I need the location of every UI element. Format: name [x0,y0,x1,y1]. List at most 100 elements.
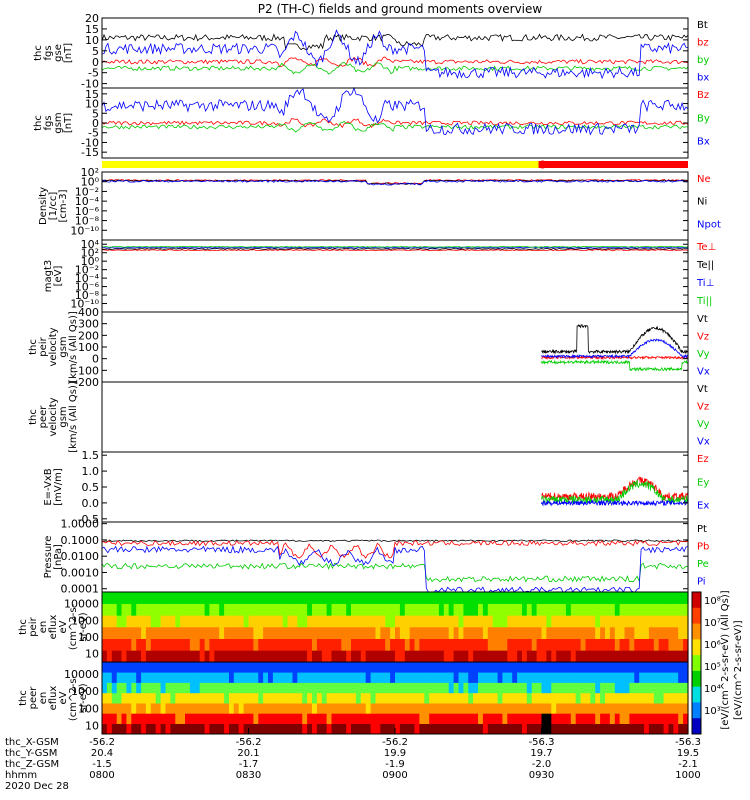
spec-cell [561,627,567,639]
spec-cell [375,682,381,694]
spec-cell [219,592,225,604]
spec-cell [653,713,660,724]
spec-cell [370,682,377,694]
ephem-value: -2.0 [532,759,552,770]
spec-cell [492,672,499,683]
spec-cell [189,682,196,694]
spec-cell [185,672,191,683]
spec-cell [409,662,416,673]
spec-cell [575,592,582,604]
spec-cell [175,713,181,724]
spec-cell [346,713,352,724]
ylabel: fgs [43,45,54,60]
spec-cell [126,592,132,604]
spec-cell [141,650,147,663]
spec-cell [644,682,650,694]
spec-cell [141,638,147,651]
spec-cell [136,650,142,663]
spec-cell [282,692,289,704]
spec-cell [614,692,621,704]
spec-cell [399,615,406,628]
spec-cell [385,627,391,639]
spec-cell [238,703,245,714]
spec-cell [561,703,567,714]
spec-cell [238,713,245,724]
ephem-label: thc_Y-GSM [5,748,57,759]
spec-cell [263,650,269,663]
spec-cell [487,627,494,639]
spec-cell [360,650,367,663]
spec-cell [502,662,508,673]
spec-cell [253,692,259,704]
spec-cell [268,713,274,724]
spec-cell [292,703,298,714]
spec-cell [341,682,347,694]
spec-cell [102,723,108,735]
spec-cell [663,682,670,694]
spec-cell [380,703,386,714]
spec-cell [487,662,494,673]
spec-cell [214,627,220,639]
spec-cell [590,615,596,628]
legend-Ez: Ez [697,454,709,465]
spec-cell [619,682,626,694]
spec-cell [678,592,684,604]
spec-cell [326,638,333,651]
spec-cell [443,615,450,628]
spec-cell [175,723,181,735]
spec-cell [272,603,279,616]
spec-cell [209,650,215,663]
spec-cell [136,723,142,735]
spec-cell [639,713,645,724]
ytick-label: 10000 [64,668,99,681]
spec-cell [536,682,543,694]
spec-cell [624,627,630,639]
spec-cell [229,692,235,704]
spec-cell [194,592,201,604]
spec-cell [463,662,469,673]
spec-cell [653,650,660,663]
spec-cell [272,682,279,694]
series-peir_velocity-line [541,359,688,372]
spec-cell [395,638,401,651]
spec-cell [224,615,230,628]
spec-cell [614,615,621,628]
spec-cell [268,692,274,704]
spec-cell [531,603,538,616]
spec-cell [536,592,543,604]
legend-Vy: Vy [697,349,710,360]
spec-cell [517,638,523,651]
spec-cell [448,692,455,704]
spec-cell [131,703,137,714]
spec-cell [160,713,167,724]
legend-Pe: Pe [697,559,709,570]
spec-cell [438,650,445,663]
spec-cell [209,692,215,704]
ytick-label: 10⁻⁶ [75,205,100,218]
spec-cell [658,650,665,663]
spec-cell [346,692,352,704]
spec-cell [590,723,596,735]
spec-cell [321,603,328,616]
spec-cell [570,615,577,628]
spec-cell [355,703,362,714]
spec-cell [434,662,440,673]
spec-cell [272,592,279,604]
spec-cell [458,638,464,651]
spec-cell [297,627,303,639]
spec-cell [141,627,147,639]
spec-cell [121,713,127,724]
spec-cell [102,603,108,616]
spec-cell [409,682,416,694]
spec-cell [609,662,616,673]
spec-cell [536,603,543,616]
spec-cell [263,723,269,735]
spec-cell [541,672,547,683]
spec-cell [375,603,381,616]
spec-cell [468,723,474,735]
spec-cell [522,638,528,651]
spec-cell [341,692,347,704]
spec-cell [624,713,630,724]
spec-cell [648,615,655,628]
